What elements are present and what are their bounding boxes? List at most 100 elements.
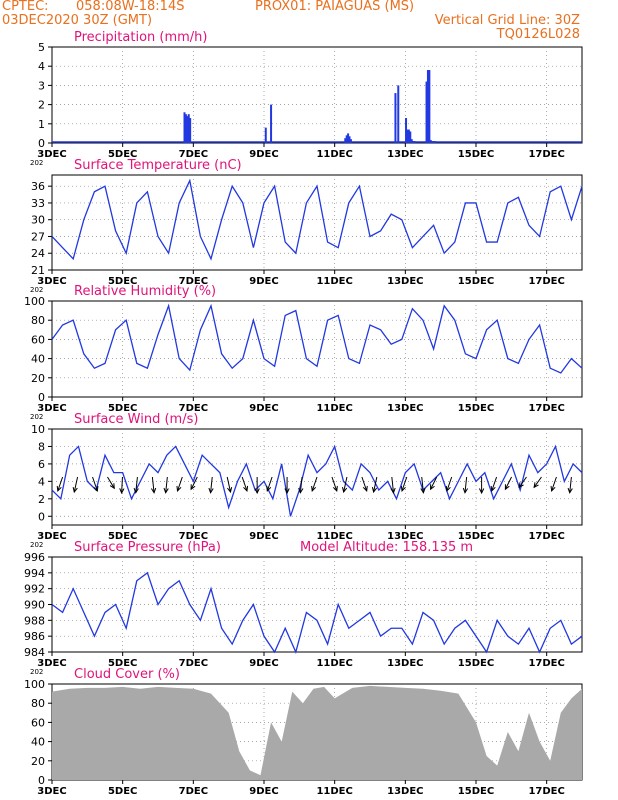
wind-vector [518, 476, 527, 488]
x-tick-label: 17DEC [528, 403, 564, 414]
precip-bar [186, 116, 189, 143]
precip-bar [347, 133, 350, 143]
y-tick-label: 33 [31, 197, 45, 210]
y-tick-label: 986 [24, 630, 45, 643]
precip-bar [405, 118, 408, 143]
x-tick-label: 9DEC [249, 149, 278, 160]
x-tick-label: 13DEC [387, 403, 423, 414]
wind-vector [421, 476, 424, 493]
y-tick-label: 6 [38, 458, 45, 471]
precip-bar [189, 118, 192, 143]
header-station: PROX01: PAIAGUAS (MS) [255, 0, 415, 14]
wind-vector-head [430, 484, 435, 491]
header-model-id: TQ0126L028 [496, 27, 580, 42]
header-date: 03DEC2020 30Z (GMT) [2, 13, 153, 28]
x-tick-label: 7DEC [179, 276, 208, 287]
panel-title: Surface Wind (m/s) [74, 412, 198, 427]
precip-bar [428, 70, 431, 143]
wind-vector [165, 476, 168, 493]
y-tick-label: 5 [38, 41, 45, 54]
x-tick-label: 11DEC [316, 658, 352, 669]
y-tick-label: 80 [31, 697, 45, 710]
x-tick-label: 3DEC [37, 149, 66, 160]
x-tick-label: 5DEC [108, 658, 137, 669]
precip-bar [184, 114, 187, 143]
wind-vector-head [533, 482, 539, 489]
precip-bar [394, 93, 397, 143]
wind-vector [226, 476, 231, 493]
y-tick-label: 100 [24, 295, 45, 308]
x-tick-label: 17DEC [528, 276, 564, 287]
wind-vector [135, 476, 138, 493]
x-tick-label: 17DEC [528, 149, 564, 160]
header-source: CPTEC: [2, 0, 49, 14]
y-tick-label: 20 [31, 372, 45, 385]
x-tick-label: 9DEC [249, 276, 278, 287]
panel-frame [51, 428, 583, 526]
y-tick-label: 0 [38, 510, 45, 523]
x-tick-label: 13DEC [387, 658, 423, 669]
wind-vector-head [462, 487, 469, 494]
wind-vector [343, 476, 348, 493]
series-line [51, 178, 583, 261]
y-tick-label: 10 [31, 423, 45, 436]
x-tick-label: 11DEC [316, 276, 352, 287]
wind-vector-head [176, 485, 182, 492]
wind-vector-head [311, 485, 317, 492]
x-tick-label: 11DEC [316, 149, 352, 160]
y-tick-label: 40 [31, 353, 45, 366]
y-tick-label: 0 [38, 391, 45, 404]
y-tick-label: 24 [31, 247, 45, 260]
x-tick-label: 5DEC [108, 149, 137, 160]
x-tick-label: 15DEC [458, 403, 494, 414]
wind-vector [190, 476, 198, 490]
precip-bar [409, 131, 412, 143]
x-tick-label: 15DEC [458, 786, 494, 797]
wind-vector-head [518, 482, 524, 489]
y-tick-label: 990 [24, 599, 45, 612]
precip-bar [344, 138, 347, 143]
wind-vector [331, 476, 338, 492]
wind-vector-head [150, 487, 157, 494]
wind-vector-head [362, 485, 368, 492]
wind-vector-head [567, 487, 573, 494]
year-stub: 202 [30, 413, 43, 421]
year-stub: 202 [30, 286, 43, 294]
y-tick-label: 992 [24, 583, 45, 596]
x-tick-label: 5DEC [108, 276, 137, 287]
wind-vector-head [478, 488, 485, 495]
x-tick-label: 9DEC [249, 786, 278, 797]
x-tick-label: 15DEC [458, 276, 494, 287]
panel-frame [51, 300, 583, 398]
wind-vector [569, 476, 572, 493]
y-tick-label: 1 [38, 118, 45, 131]
wind-vector [533, 476, 542, 488]
x-tick-label: 7DEC [179, 149, 208, 160]
x-tick-label: 7DEC [179, 403, 208, 414]
y-tick-label: 2 [38, 493, 45, 506]
header: CPTEC: 058:08W-18:14S PROX01: PAIAGUAS (… [0, 0, 618, 44]
wind-vector-head [227, 487, 233, 494]
y-tick-label: 60 [31, 333, 45, 346]
precip-bar [270, 104, 273, 143]
x-tick-label: 13DEC [387, 149, 423, 160]
x-tick-label: 9DEC [249, 403, 278, 414]
wind-vector-head [420, 487, 426, 494]
wind-vector-head [490, 485, 496, 492]
series-line [51, 303, 583, 374]
x-tick-label: 11DEC [316, 531, 352, 542]
y-tick-label: 100 [24, 678, 45, 691]
series-line [51, 444, 583, 517]
y-tick-label: 988 [24, 614, 45, 627]
x-tick-label: 3DEC [37, 531, 66, 542]
x-tick-label: 9DEC [249, 658, 278, 669]
wind-vector [373, 476, 378, 493]
x-tick-label: 17DEC [528, 658, 564, 669]
header-coordinates: 058:08W-18:14S [76, 0, 185, 14]
y-tick-label: 0 [38, 774, 45, 787]
wind-vector [299, 476, 303, 493]
y-tick-label: 36 [31, 180, 45, 193]
y-tick-label: 4 [38, 475, 45, 488]
x-tick-label: 7DEC [179, 658, 208, 669]
wind-vector [311, 476, 318, 492]
